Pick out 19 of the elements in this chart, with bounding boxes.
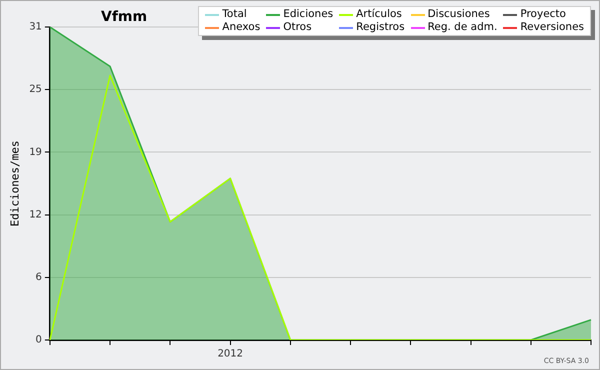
legend-label: Ediciones [283,8,334,21]
legend-label: Total [222,8,247,21]
y-axis-title: Ediciones/mes [8,140,22,227]
legend-label: Otros [283,21,312,34]
y-tick-label: 19 [29,146,42,158]
y-tick-label: 31 [29,22,42,33]
y-tick-label: 0 [36,334,42,346]
legend-label: Reg. de adm. [428,21,498,34]
legend-label: Registros [356,21,405,34]
legend-label: Reversiones [520,21,584,34]
y-tick-label: 25 [29,84,42,96]
legend-label: Proyecto [520,8,566,21]
legend-label: Artículos [356,8,402,21]
chart-title: Vfmm [101,9,148,25]
legend-label: Anexos [222,21,260,34]
x-tick-label: 2012 [218,348,244,360]
y-tick-label: 6 [36,272,42,283]
legend-label: Discusiones [428,8,490,21]
y-tick-label: 12 [29,209,42,220]
